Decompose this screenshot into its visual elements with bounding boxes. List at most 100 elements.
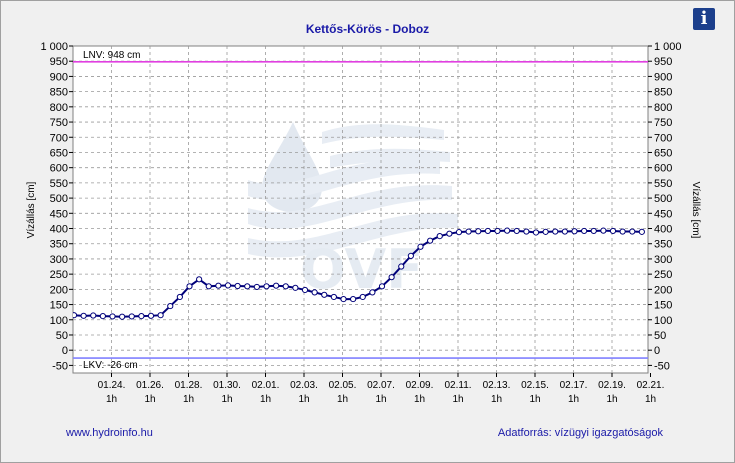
y-tick-label-right: 200 <box>654 284 672 296</box>
x-tick-sublabel: 1h <box>414 394 425 405</box>
data-point <box>378 283 386 290</box>
data-point <box>282 283 289 290</box>
y-tick-label-right: 800 <box>654 102 672 114</box>
y-tick-label-right: 450 <box>654 208 672 220</box>
y-tick-label-left: 350 <box>50 239 68 251</box>
y-tick-label-right: 50 <box>654 330 666 342</box>
y-tick-label-right: 250 <box>654 269 672 281</box>
data-point <box>513 227 520 235</box>
data-point <box>455 229 463 236</box>
data-point <box>436 233 443 240</box>
x-tick-sublabel: 1h <box>221 394 232 405</box>
y-tick-label-left: 0 <box>62 345 68 357</box>
y-tick-label-right: 850 <box>654 87 672 99</box>
x-tick-sublabel: 1h <box>568 394 579 405</box>
data-point <box>398 263 405 270</box>
data-point <box>244 283 251 290</box>
data-point <box>359 293 366 301</box>
y-tick-label-right: 350 <box>654 239 672 251</box>
y-tick-label-left: 100 <box>50 315 68 327</box>
y-tick-label-left: 900 <box>50 71 68 83</box>
y-tick-label-left: 200 <box>50 284 68 296</box>
data-point <box>350 295 357 303</box>
data-point <box>99 313 106 320</box>
reference-lines: LNV: 948 cm LKV: -26 cm <box>73 50 648 371</box>
info-icon[interactable]: i <box>693 8 715 30</box>
data-point <box>119 313 126 320</box>
data-point <box>494 227 501 235</box>
data-point <box>80 312 87 319</box>
data-point <box>90 312 97 319</box>
data-point <box>552 228 559 235</box>
x-tick-label: 01.28. <box>175 380 203 391</box>
x-tick-label: 02.09. <box>406 380 434 391</box>
data-point <box>321 291 328 298</box>
x-tick-label: 02.19. <box>598 380 626 391</box>
x-tick-label: 02.17. <box>560 380 588 391</box>
x-tick-sublabel: 1h <box>452 394 463 405</box>
y-tick-label-left: 750 <box>50 117 68 129</box>
data-point <box>407 252 414 259</box>
data-point <box>330 293 337 301</box>
data-point <box>523 228 530 235</box>
y-tick-label-right: -50 <box>654 360 670 372</box>
data-point <box>292 284 299 291</box>
y-tick-label-right: 700 <box>654 132 672 144</box>
data-point <box>73 312 78 319</box>
y-tick-label-right: 900 <box>654 71 672 83</box>
x-tick-label: 02.01. <box>252 380 280 391</box>
y-axis-label-left: Vízállás [cm] <box>26 181 37 238</box>
data-point <box>273 282 280 289</box>
y-tick-label-left: 450 <box>50 208 68 220</box>
data-point <box>301 286 309 294</box>
y-tick-label-left: 150 <box>50 300 68 312</box>
chart-title: Kettős-Körös - Doboz <box>305 22 430 36</box>
x-tick-label: 02.15. <box>521 380 549 391</box>
y-tick-label-right: 500 <box>654 193 672 205</box>
data-point <box>504 227 511 234</box>
y-tick-label-left: 1 000 <box>40 41 68 53</box>
x-tick-label: 01.24. <box>98 380 126 391</box>
data-point <box>446 230 453 237</box>
data-point <box>340 295 347 303</box>
x-tick-sublabel: 1h <box>529 394 540 405</box>
x-tick-sublabel: 1h <box>183 394 194 405</box>
y-tick-label-left: 50 <box>56 330 68 342</box>
y-tick-label-left: 950 <box>50 56 68 68</box>
y-tick-label-left: 700 <box>50 132 68 144</box>
x-tick-sublabel: 1h <box>645 394 656 405</box>
data-point <box>590 227 597 235</box>
y-tick-label-right: 0 <box>654 345 660 357</box>
x-tick-label: 02.11. <box>444 380 471 391</box>
hydroinfo-link[interactable]: www.hydroinfo.hu <box>66 427 153 439</box>
y-tick-label-right: 650 <box>654 147 672 159</box>
data-point <box>571 228 578 235</box>
y-tick-label-right: 750 <box>654 117 672 129</box>
x-tick-sublabel: 1h <box>491 394 502 405</box>
x-tick-sublabel: 1h <box>337 394 348 405</box>
y-tick-label-right: 400 <box>654 224 672 236</box>
x-tick-sublabel: 1h <box>298 394 309 405</box>
y-tick-label-left: 550 <box>50 178 68 190</box>
data-point <box>263 283 270 290</box>
data-point <box>369 289 376 296</box>
data-point <box>205 283 212 290</box>
y-tick-label-right: 950 <box>654 56 672 68</box>
series-water-level <box>73 227 645 320</box>
y-tick-label-right: 1 000 <box>654 41 682 53</box>
data-point <box>109 313 116 320</box>
data-point <box>609 227 617 235</box>
y-tick-label-right: 100 <box>654 315 672 327</box>
y-tick-label-right: 150 <box>654 300 672 312</box>
data-point <box>157 312 164 319</box>
data-point <box>224 282 232 289</box>
y-tick-label-left: 800 <box>50 102 68 114</box>
y-tick-label-left: 850 <box>50 87 68 99</box>
y-tick-label-left: 250 <box>50 269 68 281</box>
x-tick-sublabel: 1h <box>375 394 386 405</box>
x-tick-sublabel: 1h <box>606 394 617 405</box>
data-point <box>311 289 318 296</box>
y-tick-label-right: 300 <box>654 254 672 266</box>
data-point <box>561 228 568 235</box>
data-point <box>388 274 395 281</box>
